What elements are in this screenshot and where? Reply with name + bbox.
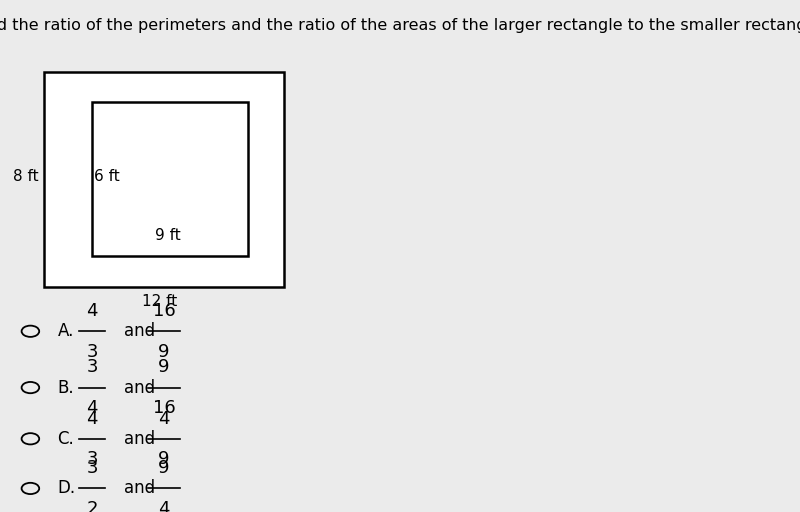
Bar	[92, 102, 248, 256]
Bar	[44, 72, 284, 287]
Text: B.: B.	[58, 378, 74, 397]
Text: 4: 4	[86, 410, 98, 428]
Text: 9: 9	[158, 358, 170, 376]
Text: and: and	[124, 430, 155, 448]
Text: 4: 4	[86, 399, 98, 417]
Text: 4: 4	[158, 410, 170, 428]
Text: and: and	[124, 322, 155, 340]
Text: 9 ft: 9 ft	[155, 228, 181, 243]
Text: 8 ft: 8 ft	[13, 169, 38, 184]
Text: 12 ft: 12 ft	[142, 294, 178, 309]
Text: 2: 2	[86, 500, 98, 512]
Text: 4: 4	[86, 302, 98, 320]
Text: A.: A.	[58, 322, 74, 340]
Text: Find the ratio of the perimeters and the ratio of the areas of the larger rectan: Find the ratio of the perimeters and the…	[0, 18, 800, 33]
Text: 6 ft: 6 ft	[94, 169, 120, 184]
Text: D.: D.	[58, 479, 76, 498]
Text: 3: 3	[86, 459, 98, 477]
Text: 3: 3	[86, 343, 98, 360]
Text: and: and	[124, 479, 155, 498]
Text: 3: 3	[86, 358, 98, 376]
Text: and: and	[124, 378, 155, 397]
Text: 9: 9	[158, 450, 170, 468]
Text: 9: 9	[158, 343, 170, 360]
Text: 4: 4	[158, 500, 170, 512]
Text: 16: 16	[153, 302, 175, 320]
Text: 16: 16	[153, 399, 175, 417]
Text: 9: 9	[158, 459, 170, 477]
Text: C.: C.	[58, 430, 74, 448]
Text: 3: 3	[86, 450, 98, 468]
